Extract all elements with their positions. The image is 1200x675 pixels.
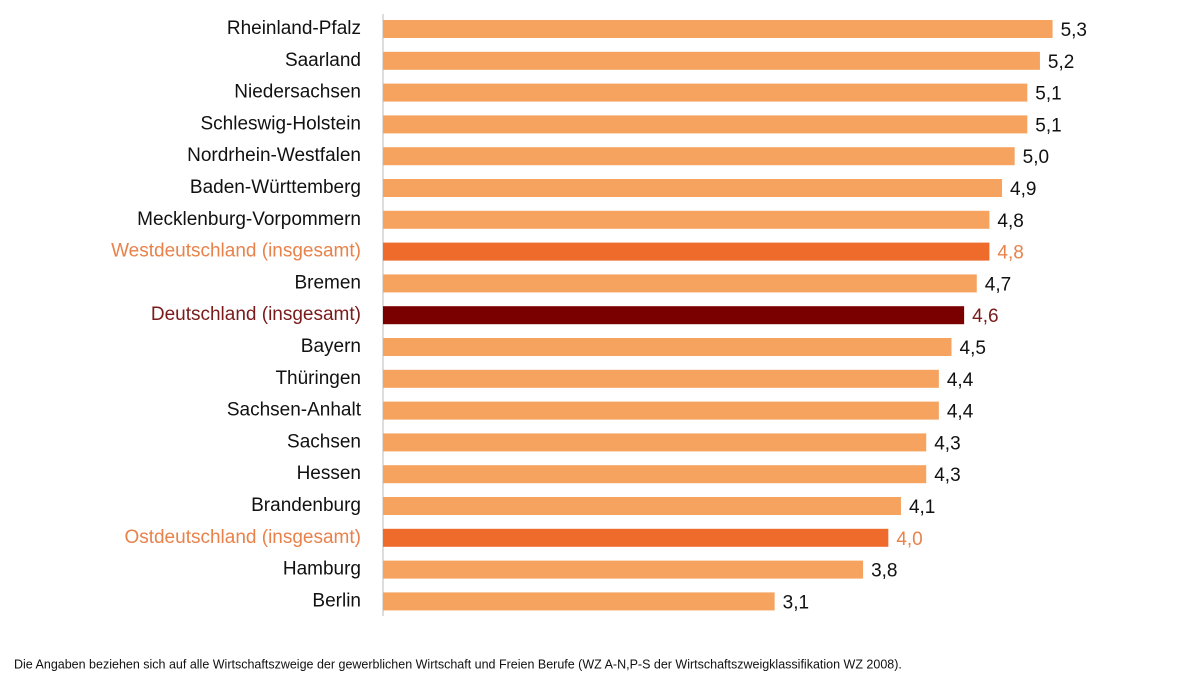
category-label: Berlin [312,590,361,611]
value-label: 4,9 [1010,179,1036,200]
value-label: 4,3 [934,465,960,486]
category-label: Bremen [294,272,361,293]
bar [383,274,977,293]
value-label: 4,0 [896,529,922,550]
bar [383,497,901,515]
category-label: Sachsen [287,431,361,452]
category-label: Baden-Württemberg [190,177,361,198]
bar [383,83,1028,102]
bar [383,306,965,325]
bar [383,210,990,229]
category-label: Nordrhein-Westfalen [187,145,361,166]
category-label: Saarland [285,50,361,71]
category-label: Bayern [301,336,361,357]
value-label: 4,6 [972,306,998,327]
value-label: 5,0 [1023,147,1049,168]
bar [383,51,1040,70]
value-label: 4,5 [960,338,986,359]
bar [383,528,889,547]
category-label: Thüringen [275,368,361,389]
value-label: 4,3 [934,433,960,454]
value-label: 4,4 [947,370,974,391]
bar [383,401,939,420]
bar [383,465,927,484]
value-label: 3,1 [783,592,809,613]
category-label: Brandenburg [251,495,361,516]
category-label: Schleswig-Holstein [200,113,361,134]
category-label: Hessen [297,463,361,484]
bar [383,560,864,579]
bar [383,242,990,261]
category-label: Ostdeutschland (insgesamt) [124,527,361,548]
value-label: 5,1 [1035,84,1061,105]
category-label: Rheinland-Pfalz [227,18,361,39]
bar [383,179,1003,197]
value-label: 4,1 [909,497,935,518]
bar [383,433,927,452]
value-label: 4,8 [997,243,1023,264]
value-label: 4,7 [985,274,1011,295]
value-label: 4,4 [947,402,974,423]
value-label: 5,3 [1061,20,1087,41]
value-label: 3,8 [871,561,897,582]
category-label: Deutschland (insgesamt) [151,304,361,325]
category-label: Westdeutschland (insgesamt) [111,241,361,262]
category-label: Sachsen-Anhalt [227,400,362,421]
bar [383,115,1028,134]
footnote: Die Angaben beziehen sich auf alle Wirts… [14,657,902,671]
bar [383,369,939,388]
value-label: 5,2 [1048,52,1074,73]
bar [383,592,775,611]
category-label: Niedersachsen [234,82,361,103]
value-label: 5,1 [1035,115,1061,136]
value-label: 4,8 [997,211,1023,232]
bar [383,147,1015,166]
bar [383,338,952,356]
category-label: Hamburg [283,559,361,580]
bar [383,20,1053,38]
category-label: Mecklenburg-Vorpommern [137,209,361,230]
